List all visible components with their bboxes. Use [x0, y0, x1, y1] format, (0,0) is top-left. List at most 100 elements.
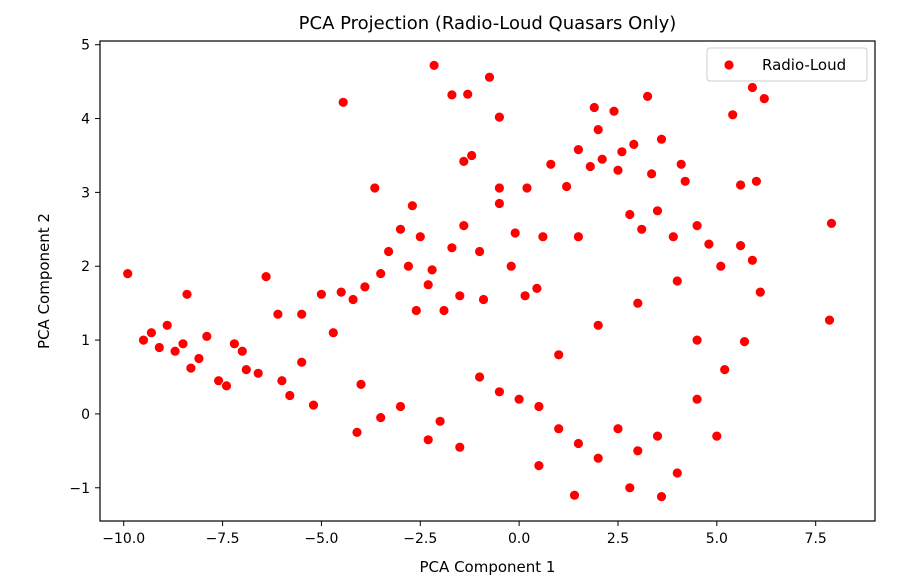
data-point: [691, 220, 703, 232]
data-point: [276, 375, 288, 387]
x-tick-label: 7.5: [805, 531, 827, 547]
data-point: [410, 305, 422, 316]
data-point: [612, 164, 624, 176]
y-tick-label: 3: [81, 185, 90, 201]
data-point: [735, 179, 746, 191]
data-point: [446, 89, 458, 101]
y-tick-label: 2: [81, 259, 90, 275]
data-point: [138, 334, 149, 346]
data-point: [509, 227, 521, 239]
data-point: [395, 401, 406, 412]
y-tick-label: 4: [81, 112, 90, 128]
data-point: [727, 109, 739, 121]
data-point: [252, 367, 264, 379]
data-point: [284, 390, 296, 401]
legend-box: [706, 47, 868, 82]
data-point: [177, 338, 189, 350]
data-point: [747, 254, 758, 266]
data-point: [428, 60, 440, 71]
data-point: [493, 386, 505, 398]
data-point: [505, 260, 517, 272]
legend: Radio-Loud: [706, 47, 868, 82]
data-point: [545, 158, 557, 170]
y-tick-label: 5: [81, 38, 90, 54]
data-point: [533, 401, 545, 412]
data-point: [406, 200, 418, 212]
data-point: [531, 282, 543, 294]
data-point: [272, 308, 284, 320]
data-point: [315, 288, 327, 300]
data-point: [383, 246, 395, 257]
data-point: [608, 105, 620, 117]
x-tick-label: 5.0: [706, 531, 728, 547]
data-point: [561, 181, 572, 192]
x-axis-ticks: −10.0 −7.5 −5.0 −2.5 0.0 2.5 5.0 7.5: [102, 521, 827, 547]
data-point: [584, 161, 596, 172]
data-point: [636, 223, 648, 235]
data-point: [308, 399, 319, 411]
data-point: [434, 415, 446, 427]
data-point: [474, 246, 486, 257]
legend-marker: [723, 59, 735, 71]
data-point: [414, 231, 426, 243]
data-point: [474, 371, 486, 383]
legend-label: Radio-Loud: [762, 56, 846, 74]
data-point: [493, 198, 505, 209]
data-point: [240, 364, 252, 376]
points-layer: [122, 60, 837, 503]
plot-area: [99, 40, 876, 522]
data-point: [646, 168, 657, 180]
data-point: [751, 175, 762, 187]
data-point: [466, 150, 478, 161]
data-point: [395, 223, 406, 235]
data-point: [296, 356, 308, 368]
data-point: [632, 297, 644, 309]
data-point: [213, 375, 225, 387]
data-point: [260, 271, 272, 283]
data-point: [181, 288, 193, 300]
data-point: [616, 146, 628, 158]
data-point: [667, 231, 679, 243]
data-point: [553, 423, 565, 435]
data-point: [652, 430, 663, 442]
x-tick-label: −7.5: [206, 531, 240, 547]
data-point: [355, 378, 367, 390]
data-point: [521, 182, 533, 194]
data-point: [426, 264, 438, 276]
data-point: [632, 445, 644, 457]
data-point: [359, 281, 371, 293]
data-point: [826, 217, 837, 229]
data-point: [592, 124, 604, 136]
data-point: [145, 327, 157, 339]
data-point: [573, 231, 584, 243]
data-point: [691, 334, 703, 346]
data-point: [754, 286, 766, 298]
data-point: [337, 96, 349, 108]
data-point: [422, 279, 434, 291]
data-point: [612, 423, 624, 435]
data-point: [375, 412, 387, 424]
data-point: [588, 102, 600, 113]
data-point: [592, 319, 604, 331]
data-point: [824, 314, 835, 326]
data-point: [675, 158, 687, 170]
data-point: [596, 153, 608, 165]
data-point: [236, 345, 248, 357]
data-point: [458, 220, 470, 232]
data-point: [711, 430, 723, 442]
data-point: [691, 393, 703, 405]
data-point: [493, 182, 505, 194]
data-point: [573, 144, 584, 156]
x-tick-label: 2.5: [607, 531, 629, 547]
data-point: [553, 349, 565, 361]
data-point: [513, 393, 525, 405]
data-point: [347, 294, 359, 305]
data-point: [454, 441, 466, 453]
data-point: [402, 260, 414, 272]
data-point: [335, 286, 347, 298]
data-point: [573, 438, 584, 449]
x-tick-label: −5.0: [304, 531, 338, 547]
y-tick-label: 0: [81, 407, 90, 423]
data-point: [369, 182, 381, 194]
data-point: [656, 491, 667, 503]
